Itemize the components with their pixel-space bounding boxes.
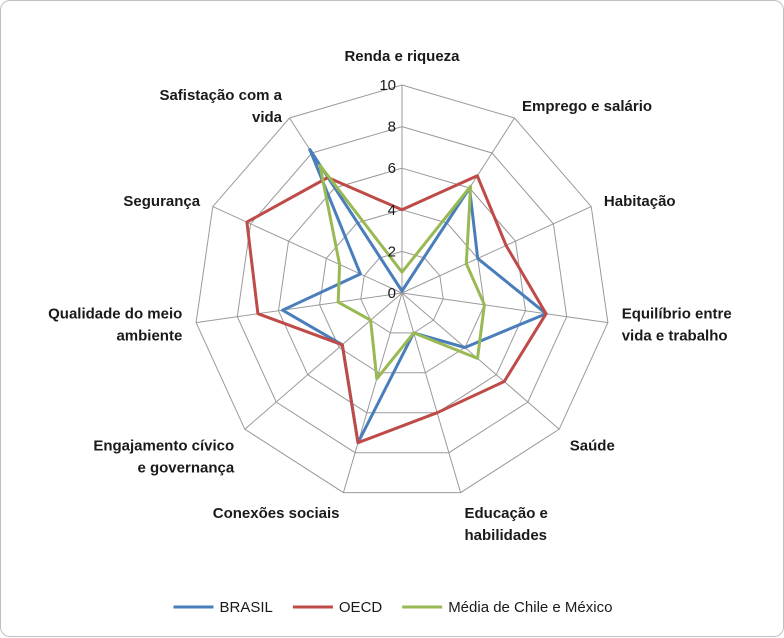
grid — [195, 84, 609, 494]
axis-label-educacao-e-habilidades: Educação e habilidades — [465, 505, 548, 544]
legend-label: Média de Chile e México — [448, 599, 612, 616]
spoke-seguranca — [212, 206, 403, 294]
grid-ring-4 — [319, 209, 485, 374]
axis-label-line: Emprego e salário — [522, 98, 652, 115]
axis-label-engajamento-civico-e-governanca: Engajamento cívico e governança — [93, 437, 235, 476]
grid-ring-2 — [360, 250, 444, 334]
legend-item-media-de-chile-e-mexico: Média de Chile e México — [402, 599, 612, 616]
axis-label-renda-e-riqueza: Renda e riqueza — [344, 48, 460, 65]
legend-label: OECD — [339, 599, 383, 616]
axis-label-emprego-e-salario: Emprego e salário — [522, 98, 652, 115]
spoke-saude — [401, 292, 560, 430]
series-layer — [245, 148, 548, 445]
axis-label-saude: Saúde — [570, 437, 615, 454]
axis-label-line: Equilíbrio entre — [622, 306, 732, 323]
axis-label-qualidade-do-meio-ambiente: Qualidade do meio ambiente — [48, 306, 182, 345]
tick-label-2: 2 — [388, 243, 396, 260]
axis-label-habitacao: Habitação — [604, 193, 676, 210]
axis-label-equilibrio-entre-vida-e-trabalho: Equilíbrio entre vida e trabalho — [622, 306, 732, 345]
axis-label-line: Engajamento cívico — [93, 437, 234, 454]
axis-label-line: Safistação com a — [159, 87, 282, 104]
legend-item-brasil: BRASIL — [173, 599, 273, 616]
spoke-habitacao — [401, 206, 592, 294]
tick-labels: 0 2 4 6 8 10 — [379, 77, 396, 302]
tick-label-8: 8 — [388, 119, 396, 136]
axis-label-line: Educação e — [465, 505, 548, 522]
tick-label-0: 0 — [388, 285, 396, 302]
series-line-media-de-chile-e-mexico — [318, 163, 486, 381]
legend: BRASIL OECD Média de Chile e México — [173, 599, 612, 616]
axis-labels: Renda e riqueza Emprego e salário Habitaçã… — [48, 48, 732, 544]
axis-label-line: Conexões sociais — [213, 505, 340, 522]
tick-label-6: 6 — [388, 160, 396, 177]
axis-label-seguranca: Segurança — [123, 193, 200, 210]
axis-label-conexoes-sociais: Conexões sociais — [213, 505, 340, 522]
legend-item-oecd: OECD — [292, 599, 383, 616]
spoke-qualidade-do-meio-ambiente — [196, 292, 403, 324]
spoke-conexoes-sociais — [342, 292, 403, 493]
spoke-equilibrio-entre-vida-e-trabalho — [401, 292, 608, 324]
axis-label-line: e governança — [137, 459, 234, 476]
axis-label-line: vida — [252, 109, 283, 126]
axis-label-line: vida e trabalho — [622, 328, 728, 345]
tick-label-10: 10 — [379, 77, 396, 94]
series-line-brasil — [281, 148, 548, 445]
axis-label-safistacao-com-a-vida: Safistação com a vida — [159, 87, 282, 126]
grid-ring-6 — [277, 167, 527, 414]
spokes — [196, 85, 608, 493]
legend-label: BRASIL — [220, 599, 273, 616]
axis-label-line: ambiente — [116, 328, 182, 345]
axis-label-line: Habitação — [604, 193, 676, 210]
axis-label-line: Renda e riqueza — [344, 48, 460, 65]
axis-label-line: Saúde — [570, 437, 615, 454]
axis-label-line: Segurança — [123, 193, 200, 210]
spoke-educacao-e-habilidades — [401, 292, 462, 493]
tick-label-4: 4 — [388, 202, 396, 219]
axis-label-line: Qualidade do meio — [48, 306, 182, 323]
axis-label-line: habilidades — [465, 527, 548, 544]
spoke-engajamento-civico-e-governanca — [244, 292, 403, 430]
series-line-oecd — [245, 174, 548, 445]
grid-ring-8 — [236, 126, 568, 454]
grid-ring-10 — [195, 84, 609, 494]
